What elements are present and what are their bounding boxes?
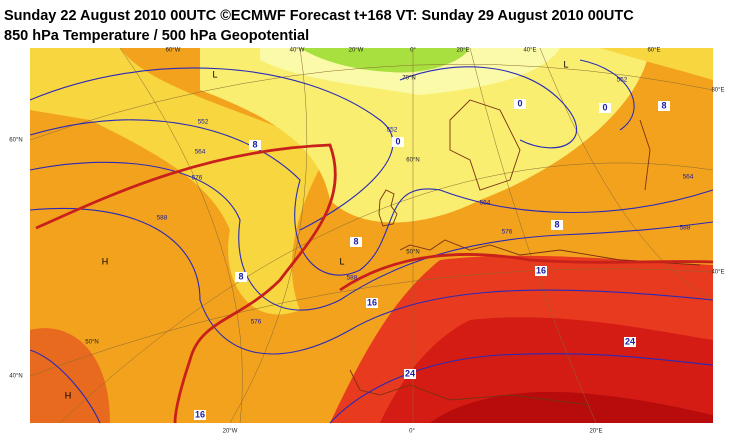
title-line1: Sunday 22 August 2010 00UTC ©ECMWF Forec… [4, 8, 634, 24]
zero-isotherm-front [35, 143, 714, 424]
label-box [551, 220, 563, 230]
label-box [658, 101, 670, 111]
graticule-label: 20°E [589, 429, 602, 435]
temperature-label: 16 [536, 265, 546, 275]
geopotential-label: 564 [195, 149, 206, 156]
label-box [624, 337, 636, 347]
geopotential-label: 576 [502, 229, 513, 236]
graticule-label: 40°N [9, 374, 22, 380]
geopotential-label: 552 [617, 77, 628, 84]
temperature-label: 16 [367, 297, 377, 307]
graticule-label: 50°N [85, 340, 98, 346]
label-box [599, 103, 611, 113]
graticule-label: 20°W [223, 429, 238, 435]
temperature-label: 8 [554, 219, 559, 229]
geopotential-contours [29, 59, 714, 424]
geopotential-label: 588 [680, 225, 691, 232]
title-line2: 850 hPa Temperature / 500 hPa Geopotenti… [4, 28, 309, 44]
pressure-center: H [102, 256, 109, 266]
graticule-label: 50°N [406, 250, 419, 256]
temperature-label: 24 [625, 336, 635, 346]
label-box [350, 237, 362, 247]
pressure-center: L [339, 256, 344, 266]
label-box [194, 410, 206, 420]
temperature-label: 8 [353, 236, 358, 246]
label-box [514, 99, 526, 109]
temperature-label: 16 [195, 409, 205, 419]
graticule-label: 60°N [406, 158, 419, 164]
geopotential-label: 576 [251, 319, 262, 326]
temperature-label: 8 [238, 271, 243, 281]
graticule-label: 20°E [456, 48, 469, 54]
graticule-label: 40°E [711, 270, 724, 276]
geopotential-label: 588 [157, 215, 168, 222]
graticule-label: 60°N [9, 138, 22, 144]
temperature-label: 24 [405, 368, 415, 378]
geopotential-label: 564 [480, 200, 491, 207]
temperature-label: 0 [395, 136, 400, 146]
geopotential-label: 552 [198, 119, 209, 126]
temperature-label: 0 [517, 98, 522, 108]
label-box [366, 298, 378, 308]
label-box [392, 137, 404, 147]
labels: 60°W 40°W 20°W 0° 20°E 40°E 60°E 80°E 40°E 60°N 40… [9, 48, 724, 435]
pressure-center: H [65, 390, 72, 400]
geopotential-label: 552 [387, 127, 398, 134]
graticule-label: 60°E [647, 48, 660, 54]
pressure-center: L [563, 59, 568, 69]
graticule-label: 0° [409, 429, 415, 435]
geopotential-label: 576 [192, 175, 203, 182]
label-box [249, 140, 261, 150]
graticule [29, 47, 714, 424]
graticule-label: 60°W [166, 48, 181, 54]
geopotential-label: 588 [347, 275, 358, 282]
geopotential-label: 564 [683, 174, 694, 181]
label-box [535, 266, 547, 276]
temperature-label: 0 [602, 102, 607, 112]
graticule-label: 20°W [349, 48, 364, 54]
pressure-center: L [212, 69, 217, 79]
label-box [404, 369, 416, 379]
graticule-label: 80°E [711, 88, 724, 94]
graticule-label: 0° [410, 48, 416, 54]
coastlines [349, 99, 701, 406]
graticule-label: 40°E [523, 48, 536, 54]
graticule-label: 70°N [402, 76, 415, 82]
temperature-label: 8 [252, 139, 257, 149]
temperature-label: 8 [661, 100, 666, 110]
label-box [235, 272, 247, 282]
graticule-label: 40°W [290, 48, 305, 54]
